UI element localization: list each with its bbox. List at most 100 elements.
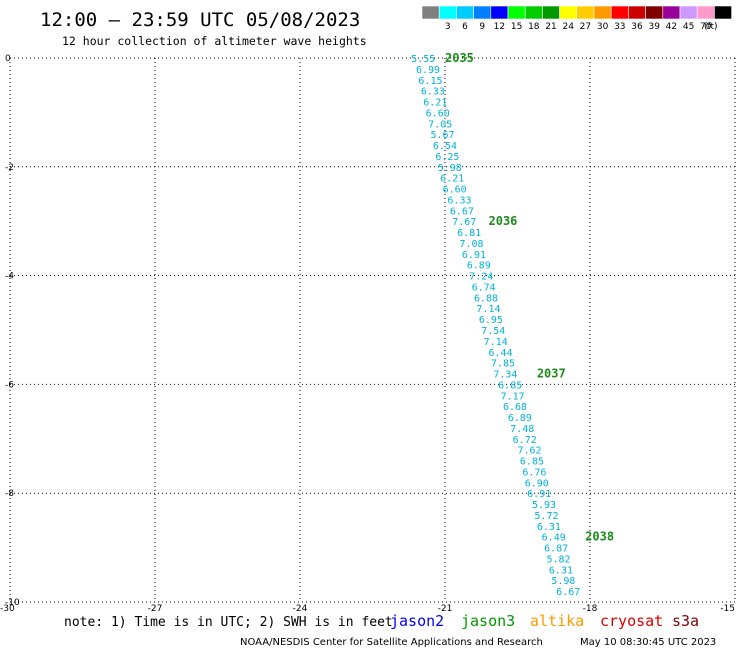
- wave-height-point: 6.87: [544, 544, 568, 555]
- wave-height-point: 6.60: [426, 108, 450, 119]
- scale-swatch: [542, 5, 560, 20]
- wave-height-point: 6.91: [527, 489, 551, 500]
- axis-tick-labels: -30 -27 -24 -21 -18 -15 0 -2 -4 -6 -8 -10: [0, 54, 735, 614]
- wave-height-point: 6.54: [433, 141, 457, 152]
- x-tick-label: -18: [583, 604, 598, 614]
- scale-swatch: [610, 5, 629, 20]
- scale-swatch: [456, 5, 474, 20]
- scale-swatch: [679, 5, 698, 20]
- color-scale-legend: 3 6 9 12 15 18 21 24 27 30 33 36 39 42 45 70(ft): [421, 5, 732, 32]
- chart-title: 12:00 – 23:59 UTC 05/08/2023: [40, 9, 360, 31]
- wave-height-point: 7.54: [481, 326, 505, 337]
- wave-height-point: 6.31: [549, 565, 573, 576]
- wave-height-point: 7.67: [452, 217, 476, 228]
- wave-height-point: 7.14: [476, 304, 500, 315]
- scale-swatch: [559, 5, 578, 20]
- scale-swatch: [628, 5, 646, 20]
- scale-label: 18: [528, 22, 540, 32]
- footer-note: note: 1) Time is in UTC; 2) SWH is in fe…: [64, 615, 393, 630]
- wave-height-point: 6.95: [479, 315, 503, 326]
- chart-subtitle: 12 hour collection of altimeter wave hei…: [62, 34, 367, 48]
- wave-height-point: 7.05: [428, 119, 452, 130]
- wave-height-point: 6.21: [423, 98, 447, 109]
- scale-label: 15: [511, 22, 522, 32]
- plot-grid: [9, 57, 736, 603]
- wave-height-point: 5.98: [438, 163, 462, 174]
- pass-labels: 2035 2036 2037 2038: [445, 51, 614, 544]
- wave-height-point: 5.98: [551, 576, 575, 587]
- wave-height-point: 6.74: [472, 282, 496, 293]
- scale-label: 36: [631, 22, 643, 32]
- wave-height-point: 6.68: [503, 402, 527, 413]
- wave-height-point: 6.49: [542, 533, 566, 544]
- scale-swatch: [524, 5, 543, 20]
- wave-height-point: 6.60: [443, 185, 467, 196]
- scale-label: 3: [445, 22, 451, 32]
- wave-height-points: 5.556.996.156.336.216.607.055.676.546.25…: [411, 54, 580, 598]
- satellite-legend: jason2 jason3 altika cryosat s3a: [390, 612, 699, 630]
- wave-height-point: 7.62: [518, 446, 542, 457]
- scale-label: 21: [545, 22, 556, 32]
- wave-height-point: 6.88: [474, 293, 498, 304]
- wave-height-point: 6.89: [467, 261, 491, 272]
- wave-height-point: 6.67: [556, 587, 580, 598]
- wave-height-point: 6.44: [489, 348, 513, 359]
- wave-height-point: 7.17: [501, 391, 525, 402]
- wave-height-point: 6.89: [508, 413, 532, 424]
- scale-swatch: [714, 5, 732, 20]
- scale-swatch: [490, 5, 509, 20]
- wave-height-point: 5.55: [411, 54, 435, 65]
- scale-label: 70: [700, 22, 712, 32]
- satellite-legend-item: altika: [530, 612, 584, 630]
- scale-label: 24: [562, 22, 574, 32]
- timestamp-text: May 10 08:30:45 UTC 2023: [580, 637, 716, 648]
- scale-swatch: [662, 5, 681, 20]
- wave-height-point: 6.81: [457, 228, 481, 239]
- scale-label: 27: [580, 22, 591, 32]
- x-tick-label: -15: [720, 604, 735, 614]
- x-tick-label: -21: [438, 604, 453, 614]
- wave-height-point: 7.34: [493, 370, 517, 381]
- satellite-legend-item: jason2: [390, 612, 444, 630]
- scale-swatch: [576, 5, 595, 20]
- wave-height-point: 6.15: [418, 76, 442, 87]
- wave-height-point: 5.93: [532, 500, 556, 511]
- scale-label: 9: [479, 22, 485, 32]
- satellite-legend-item: jason3: [461, 612, 515, 630]
- wave-height-point: 7.14: [484, 337, 508, 348]
- scale-swatch: [593, 5, 612, 20]
- wave-height-point: 6.91: [462, 250, 486, 261]
- scale-label: 42: [666, 22, 677, 32]
- wave-height-point: 6.33: [447, 195, 471, 206]
- scale-label: 39: [648, 22, 660, 32]
- pass-number-label: 2036: [489, 214, 518, 228]
- wave-height-point: 6.67: [450, 206, 474, 217]
- satellite-legend-item: s3a: [672, 612, 699, 630]
- wave-height-point: 6.21: [440, 174, 464, 185]
- scale-swatch: [473, 5, 492, 20]
- y-tick-label: -2: [5, 163, 14, 173]
- y-tick-label: 0: [5, 54, 11, 64]
- scale-swatch: [645, 5, 664, 20]
- pass-number-label: 2038: [585, 530, 614, 544]
- scale-swatch: [507, 5, 526, 20]
- y-tick-label: -6: [5, 380, 14, 390]
- y-tick-label: -10: [5, 598, 20, 608]
- scale-swatch: [696, 5, 715, 20]
- wave-height-point: 6.31: [537, 522, 561, 533]
- wave-height-point: 6.72: [513, 435, 537, 446]
- scale-swatch: [421, 5, 440, 20]
- wave-height-point: 6.76: [522, 467, 546, 478]
- x-tick-label: -30: [0, 604, 15, 614]
- y-tick-label: -8: [5, 489, 14, 499]
- x-tick-label: -24: [293, 604, 308, 614]
- scale-label: 30: [597, 22, 609, 32]
- scale-unit: (ft): [704, 22, 718, 32]
- scale-swatch: [438, 5, 457, 20]
- satellite-legend-item: cryosat: [600, 612, 663, 630]
- wave-height-point: 6.85: [520, 457, 544, 468]
- wave-height-point: 7.08: [460, 239, 484, 250]
- wave-height-point: 7.24: [469, 272, 493, 283]
- scale-label: 12: [494, 22, 505, 32]
- wave-height-point: 6.90: [525, 478, 549, 489]
